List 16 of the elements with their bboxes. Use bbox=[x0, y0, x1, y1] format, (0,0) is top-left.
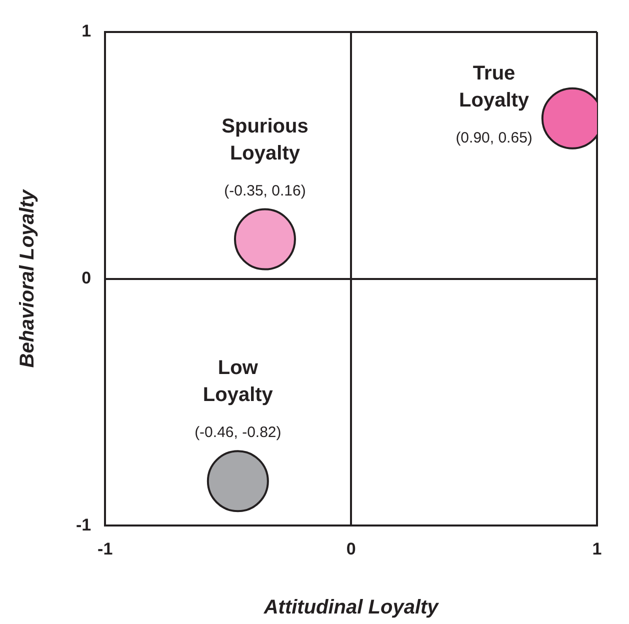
x-tick-label: 1 bbox=[592, 539, 602, 558]
series-label: True Loyalty bbox=[459, 62, 530, 112]
y-tick-label: -1 bbox=[76, 515, 92, 534]
y-tick-label: 0 bbox=[82, 268, 92, 288]
y-tick-label: 1 bbox=[82, 22, 92, 41]
data-label: (-0.46, -0.82) bbox=[194, 424, 282, 442]
text: Spurious Loyalty bbox=[222, 115, 308, 164]
x-axis-title: Attitudinal Loyalty bbox=[262, 596, 440, 619]
data-label: (0.90, 0.65) bbox=[456, 129, 532, 146]
x-tick-label: 0 bbox=[346, 539, 356, 558]
x-tick-label: -1 bbox=[98, 539, 113, 558]
point bbox=[234, 208, 296, 270]
data-label: (-0.35, 0.16) bbox=[224, 182, 306, 200]
y-axis-title: Behavioral Loyalty bbox=[16, 189, 39, 368]
text: Low Loyalty bbox=[202, 357, 274, 406]
point bbox=[206, 450, 269, 512]
